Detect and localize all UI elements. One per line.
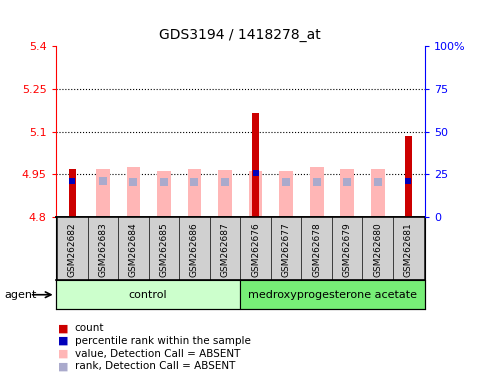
Text: GSM262683: GSM262683: [99, 222, 107, 277]
Bar: [241, 280, 425, 309]
Bar: [341, 169, 354, 217]
Title: GDS3194 / 1418278_at: GDS3194 / 1418278_at: [159, 28, 321, 42]
Text: GSM262687: GSM262687: [221, 222, 229, 277]
Bar: [187, 169, 201, 217]
Text: count: count: [75, 323, 104, 333]
Text: agent: agent: [5, 290, 37, 300]
Text: GSM262686: GSM262686: [190, 222, 199, 277]
Text: medroxyprogesterone acetate: medroxyprogesterone acetate: [248, 290, 417, 300]
Text: value, Detection Call = ABSENT: value, Detection Call = ABSENT: [75, 349, 240, 359]
Text: ■: ■: [57, 336, 68, 346]
Bar: [96, 169, 110, 217]
Bar: [69, 169, 76, 217]
Text: GSM262680: GSM262680: [373, 222, 382, 277]
Text: GSM262678: GSM262678: [312, 222, 321, 277]
Bar: [310, 167, 324, 217]
Text: GSM262676: GSM262676: [251, 222, 260, 277]
Bar: [371, 169, 384, 217]
Text: GSM262681: GSM262681: [404, 222, 413, 277]
Text: GSM262685: GSM262685: [159, 222, 169, 277]
Text: ■: ■: [57, 349, 68, 359]
Bar: [157, 170, 171, 217]
Text: ■: ■: [57, 361, 68, 371]
Bar: [405, 136, 412, 217]
Text: GSM262677: GSM262677: [282, 222, 291, 277]
Bar: [127, 167, 140, 217]
Text: GSM262684: GSM262684: [129, 222, 138, 276]
Text: percentile rank within the sample: percentile rank within the sample: [75, 336, 251, 346]
Bar: [279, 171, 293, 217]
Text: rank, Detection Call = ABSENT: rank, Detection Call = ABSENT: [75, 361, 235, 371]
Text: GSM262682: GSM262682: [68, 222, 77, 276]
Bar: [56, 280, 241, 309]
Text: ■: ■: [57, 323, 68, 333]
Text: GSM262679: GSM262679: [342, 222, 352, 277]
Bar: [218, 170, 232, 217]
Text: control: control: [128, 290, 167, 300]
Bar: [252, 113, 259, 217]
Bar: [249, 171, 262, 217]
